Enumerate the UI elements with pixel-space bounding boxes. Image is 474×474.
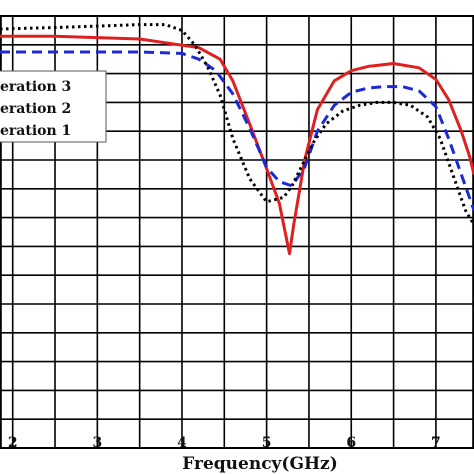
series-line-2: [0, 50, 474, 211]
x-tick-label-1: 3: [92, 435, 102, 451]
legend-entry-3: Iteration 1: [0, 123, 71, 139]
legend: Iteration 3 Iteration 2 Iteration 1: [0, 70, 107, 143]
legend-entry-2: Iteration 2: [0, 101, 71, 117]
legend-entry-1: Iteration 3: [0, 79, 71, 95]
x-tick-label-0: 2: [8, 435, 18, 451]
plot-frame: [0, 15, 474, 449]
series-line-3: [0, 23, 474, 226]
x-axis-title: Frequency(GHz): [182, 454, 338, 474]
x-tick-label-3: 5: [262, 435, 272, 451]
series-lines: [0, 23, 474, 256]
x-tick-label-5: 7: [431, 435, 441, 451]
legend-box: [0, 70, 107, 143]
grid: [0, 15, 474, 449]
series-line-1: [0, 34, 474, 256]
x-tick-label-2: 4: [177, 435, 187, 451]
x-tick-labels: 2 3 4 5 6 7: [8, 435, 441, 451]
x-tick-label-4: 6: [346, 435, 356, 451]
